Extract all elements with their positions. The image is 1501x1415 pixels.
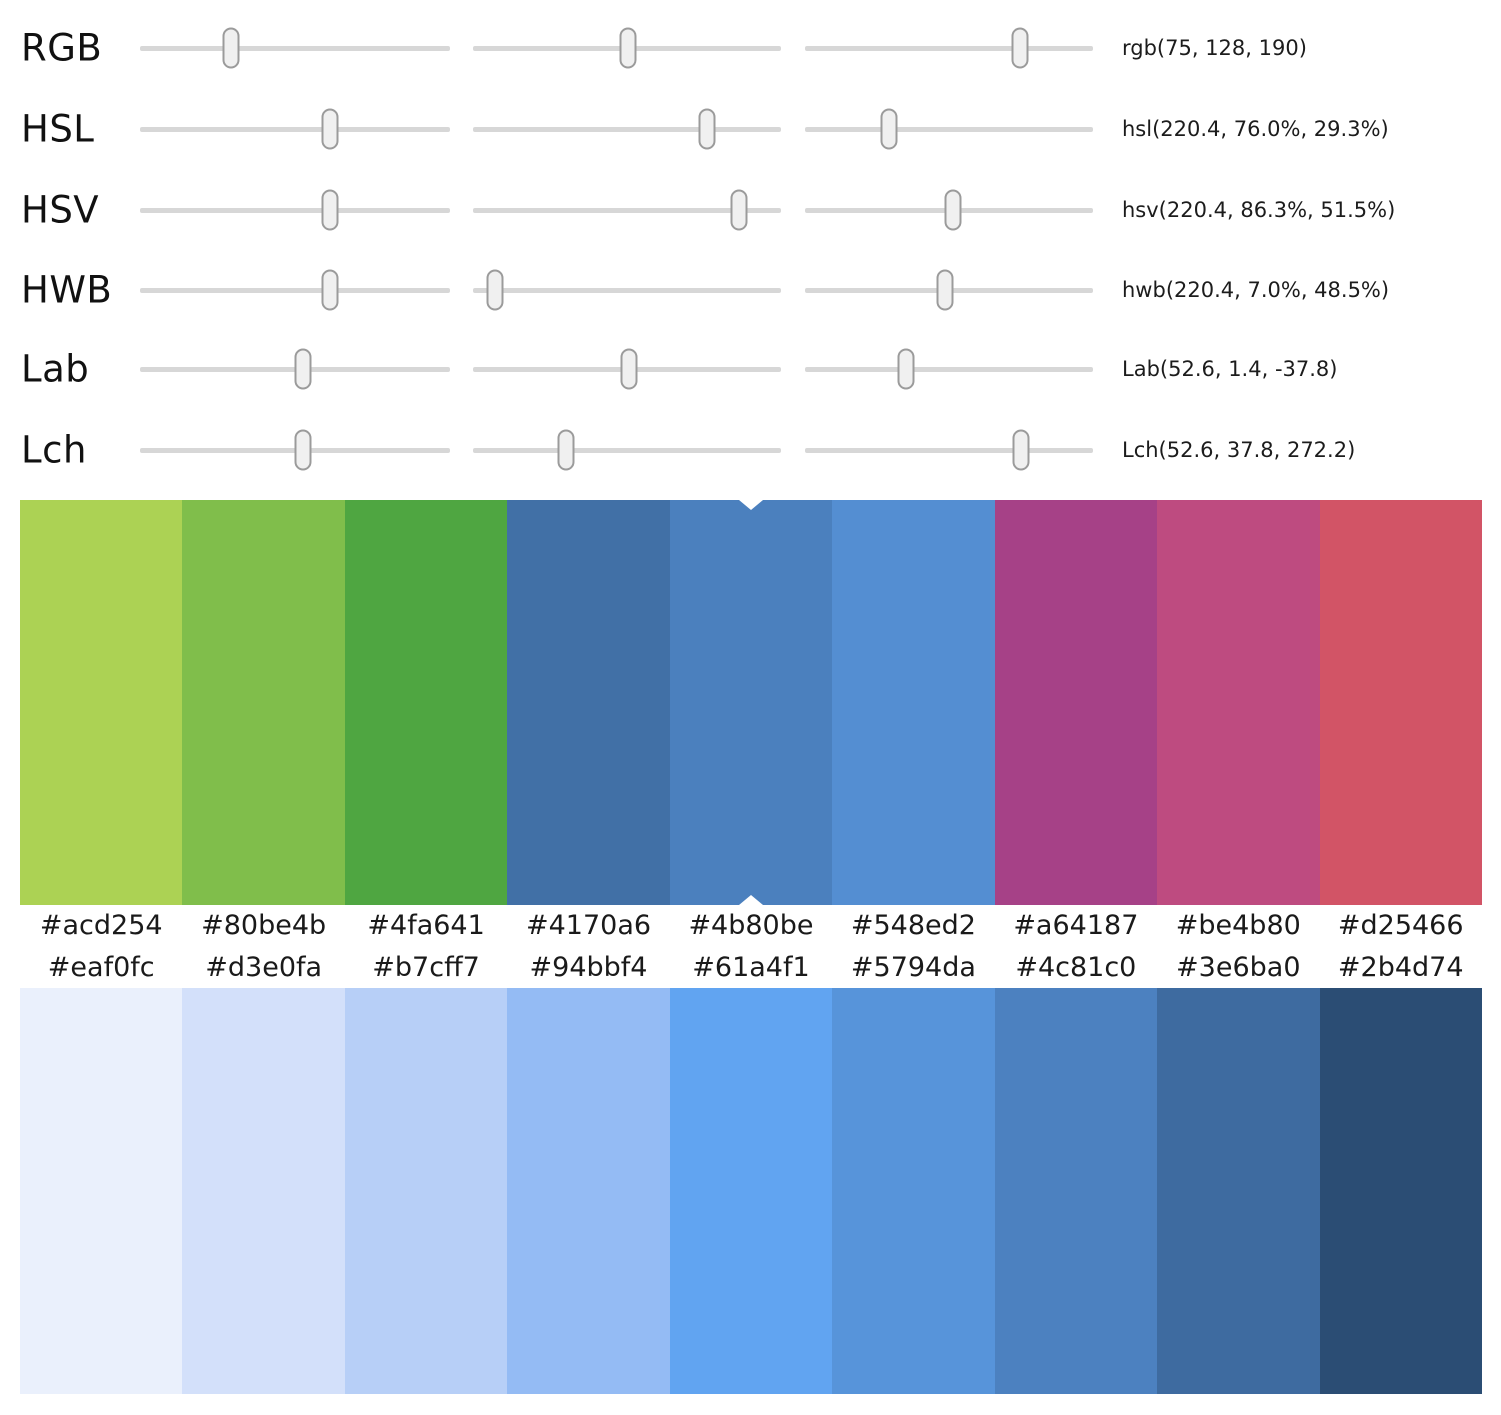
hsl-value-readout: hsl(220.4, 76.0%, 29.3%) [1122,117,1389,141]
hsv-hue-slider[interactable] [140,189,450,231]
lch-hue-slider[interactable] [805,429,1093,471]
hue-swatch-3[interactable] [344,500,508,905]
lightness-hex-label-4: #94bbf4 [529,952,648,983]
hwb-label: HWB [21,268,113,312]
slider-row-hwb: HWB hwb(220.4, 7.0%, 48.5%) [0,250,1501,330]
hsl-hue-slider-thumb[interactable] [321,108,339,150]
hsl-lightness-slider-thumb[interactable] [880,108,898,150]
hue-hex-label-9: #d25466 [1337,910,1464,941]
lch-l-slider-thumb[interactable] [294,429,312,471]
lightness-swatch-9[interactable] [1319,988,1482,1394]
lab-value-readout: Lab(52.6, 1.4, -37.8) [1122,357,1338,381]
hue-swatch-9[interactable] [1319,500,1482,905]
hue-swatch-1[interactable] [20,500,183,905]
hue-hex-label-5: #4b80be [688,910,814,941]
lab-b-slider-thumb[interactable] [897,348,915,390]
lab-l-slider[interactable] [140,348,450,390]
hsv-value-slider-thumb[interactable] [944,189,962,231]
hue-swatch-2[interactable] [182,500,345,905]
hsv-saturation-slider-thumb[interactable] [730,189,748,231]
hwb-blackness-slider[interactable] [805,269,1093,311]
lab-a-slider-thumb[interactable] [620,348,638,390]
hue-hex-label-8: #be4b80 [1175,910,1301,941]
hue-hex-label-1: #acd254 [39,910,163,941]
hwb-blackness-slider-thumb[interactable] [936,269,954,311]
slider-row-rgb: RGB rgb(75, 128, 190) [0,8,1501,88]
lch-chroma-slider-thumb[interactable] [557,429,575,471]
lab-l-slider-thumb[interactable] [294,348,312,390]
lightness-palette-strip [20,988,1482,1394]
lab-a-slider[interactable] [473,348,781,390]
hwb-hue-slider-thumb[interactable] [321,269,339,311]
hsl-label: HSL [21,107,95,151]
hsv-saturation-slider[interactable] [473,189,781,231]
lch-chroma-slider[interactable] [473,429,781,471]
rgb-red-slider[interactable] [140,27,450,69]
lightness-hex-label-5: #61a4f1 [692,952,810,983]
hue-swatch-8[interactable] [1157,500,1320,905]
hsv-hue-slider-thumb[interactable] [321,189,339,231]
hsv-label: HSV [21,188,100,232]
hue-hex-label-4: #4170a6 [526,910,652,941]
hue-hex-label-row: #acd254 #80be4b #4fa641 #4170a6 #4b80be … [20,906,1482,948]
lightness-hex-label-6: #5794da [850,952,976,983]
hue-hex-label-3: #4fa641 [367,910,485,941]
lab-b-slider[interactable] [805,348,1093,390]
hwb-whiteness-slider-thumb[interactable] [486,269,504,311]
lightness-swatch-2[interactable] [182,988,345,1394]
hue-hex-label-7: #a64187 [1013,910,1139,941]
lch-value-readout: Lch(52.6, 37.8, 272.2) [1122,438,1356,462]
selected-swatch-marker-top-icon [738,500,763,510]
hue-swatch-4[interactable] [507,500,670,905]
lightness-hex-label-7: #4c81c0 [1015,952,1137,983]
slider-row-lab: Lab Lab(52.6, 1.4, -37.8) [0,329,1501,409]
lightness-hex-label-1: #eaf0fc [47,952,155,983]
lightness-hex-label-2: #d3e0fa [205,952,323,983]
hue-hex-label-2: #80be4b [201,910,327,941]
lch-label: Lch [21,428,87,472]
hue-swatch-5-selected[interactable] [669,500,833,905]
lightness-hex-label-8: #3e6ba0 [1176,952,1301,983]
rgb-blue-slider-thumb[interactable] [1011,27,1029,69]
lightness-hex-label-row: #eaf0fc #d3e0fa #b7cff7 #94bbf4 #61a4f1 … [20,948,1482,988]
hue-hex-label-6: #548ed2 [850,910,976,941]
lch-hue-slider-thumb[interactable] [1012,429,1030,471]
hue-palette-strip [20,500,1482,905]
slider-row-hsv: HSV hsv(220.4, 86.3%, 51.5%) [0,170,1501,250]
lch-l-slider[interactable] [140,429,450,471]
lightness-swatch-1[interactable] [20,988,183,1394]
lab-label: Lab [21,347,90,391]
lightness-swatch-3[interactable] [344,988,508,1394]
hue-swatch-7[interactable] [994,500,1158,905]
hsl-saturation-slider-thumb[interactable] [698,108,716,150]
hwb-whiteness-slider[interactable] [473,269,781,311]
rgb-green-slider-thumb[interactable] [619,27,637,69]
lightness-hex-label-3: #b7cff7 [372,952,480,983]
selected-swatch-marker-bottom-icon [738,895,763,905]
hwb-hue-slider[interactable] [140,269,450,311]
hsl-saturation-slider[interactable] [473,108,781,150]
hsl-lightness-slider[interactable] [805,108,1093,150]
hwb-value-readout: hwb(220.4, 7.0%, 48.5%) [1122,278,1390,302]
hsv-value-slider[interactable] [805,189,1093,231]
slider-row-hsl: HSL hsl(220.4, 76.0%, 29.3%) [0,89,1501,169]
hsv-value-readout: hsv(220.4, 86.3%, 51.5%) [1122,198,1396,222]
rgb-label: RGB [21,26,103,70]
rgb-red-slider-thumb[interactable] [222,27,240,69]
rgb-green-slider[interactable] [473,27,781,69]
hsl-hue-slider[interactable] [140,108,450,150]
lightness-swatch-5[interactable] [669,988,833,1394]
rgb-value-readout: rgb(75, 128, 190) [1122,36,1307,60]
hue-swatch-6[interactable] [832,500,995,905]
lightness-swatch-8[interactable] [1157,988,1320,1394]
lightness-hex-label-9: #2b4d74 [1337,952,1464,983]
rgb-blue-slider[interactable] [805,27,1093,69]
color-sliders-panel: RGB rgb(75, 128, 190) HSL hsl(220.4, 76.… [0,0,1501,500]
lightness-swatch-4[interactable] [507,988,670,1394]
lightness-swatch-7[interactable] [994,988,1158,1394]
lightness-swatch-6[interactable] [832,988,995,1394]
slider-row-lch: Lch Lch(52.6, 37.8, 272.2) [0,410,1501,490]
